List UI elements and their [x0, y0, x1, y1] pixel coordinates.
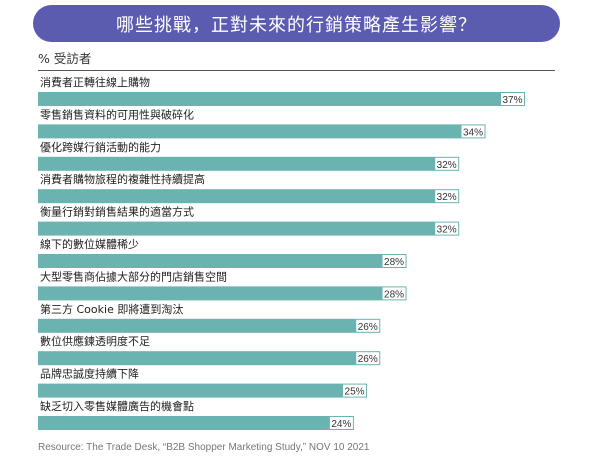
source-note: Resource: The Trade Desk, “B2B Shopper M…	[38, 442, 370, 453]
value-label-box	[356, 352, 380, 365]
chart-title: 哪些挑戰，正對未來的行銷策略產生影響？	[33, 5, 560, 42]
value-label: 28%	[384, 289, 404, 300]
value-label-box	[343, 384, 367, 397]
category-label: 消費者正轉往線上購物	[40, 75, 150, 89]
bar	[38, 156, 460, 171]
value-label-box	[356, 319, 380, 332]
value-label: 24%	[331, 419, 351, 430]
bar	[38, 124, 486, 139]
value-label: 26%	[358, 354, 378, 365]
bar	[38, 351, 381, 366]
category-label: 消費者購物旅程的複雜性持續提高	[40, 172, 205, 186]
category-label: 品牌忠誠度持續下降	[40, 367, 139, 381]
header-divider	[38, 70, 555, 71]
bar	[38, 416, 354, 430]
value-label: 26%	[358, 322, 378, 333]
category-label: 零售銷售資料的可用性與破碎化	[40, 107, 194, 121]
value-label-box	[435, 222, 459, 235]
bar	[38, 318, 381, 333]
value-label: 34%	[463, 127, 483, 138]
unit-label: % 受訪者	[38, 51, 92, 66]
category-label: 第三方 Cookie 即將遭到淘汰	[40, 302, 183, 316]
bar	[38, 189, 460, 204]
value-label-box	[461, 125, 485, 138]
value-label-box	[382, 255, 406, 267]
chart-title-text: 哪些挑戰，正對未來的行銷策略產生影響？	[116, 14, 477, 36]
category-label: 線下的數位媒體稀少	[40, 237, 139, 251]
value-label-box	[329, 417, 353, 429]
value-label: 28%	[384, 257, 404, 268]
category-label: 優化跨媒行銷活動的能力	[40, 140, 161, 154]
category-label: 大型零售商佔據大部分的門店銷售空間	[40, 269, 227, 283]
bar	[38, 254, 407, 268]
value-label: 32%	[437, 160, 457, 171]
value-label: 32%	[437, 225, 457, 236]
bar	[38, 286, 407, 301]
value-label-box	[382, 287, 406, 300]
bar	[38, 383, 368, 398]
value-label-box	[501, 93, 524, 105]
bar	[38, 92, 525, 106]
value-label: 37%	[502, 95, 522, 106]
category-label: 衡量行銷對銷售結果的適當方式	[40, 205, 194, 219]
value-label: 32%	[437, 192, 457, 203]
value-label: 25%	[345, 387, 365, 398]
category-label: 數位供應鍊透明度不足	[40, 334, 150, 348]
bar	[38, 221, 460, 236]
category-label: 缺乏切入零售媒體廣告的機會點	[40, 399, 194, 413]
value-label-box	[435, 190, 459, 203]
value-label-box	[435, 157, 459, 170]
